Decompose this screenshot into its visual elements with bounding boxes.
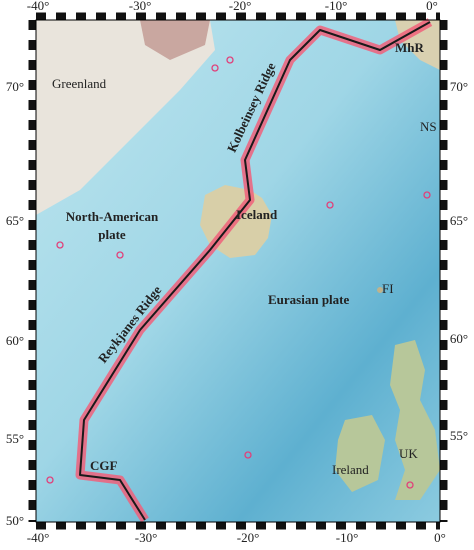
tick-label: -30° (129, 0, 152, 13)
plate-label: Eurasian plate (268, 292, 349, 307)
tick-label: 55° (450, 428, 468, 443)
uk-land (390, 340, 440, 500)
tick-label: -10° (325, 0, 348, 13)
place-label: Greenland (52, 76, 107, 91)
tick-label: -20° (229, 0, 252, 13)
faroe-land (377, 287, 383, 293)
feature-label: MhR (395, 40, 425, 55)
tick-label: -40° (27, 530, 50, 545)
plate-label: North-American (66, 209, 159, 224)
epicenters (46, 56, 431, 489)
frame-checker (28, 12, 448, 530)
greenland-highland (140, 20, 210, 60)
tick-label: 65° (6, 213, 24, 228)
tick-label: 0° (434, 530, 446, 545)
greenland-land (36, 20, 215, 215)
place-label: UK (399, 446, 418, 461)
tick-label: 60° (6, 333, 24, 348)
plate-label: plate (98, 227, 126, 242)
tick-label: -30° (135, 530, 158, 545)
plate-boundary (79, 21, 431, 521)
place-label: Iceland (236, 207, 278, 222)
tick-label: 0° (426, 0, 438, 13)
feature-label: NS (420, 119, 437, 134)
tick-label: 70° (450, 79, 468, 94)
tick-label: -10° (336, 530, 359, 545)
ireland-land (335, 415, 385, 492)
tick-label: 70° (6, 79, 24, 94)
feature-label: CGF (90, 458, 118, 473)
tick-label: 55° (6, 431, 24, 446)
tick-label: -40° (27, 0, 50, 13)
tick-label: -20° (237, 530, 260, 545)
frame (35, 19, 441, 523)
place-label: Ireland (332, 462, 369, 477)
tick-label: 60° (450, 331, 468, 346)
place-label: FI (382, 281, 394, 296)
tick-label: 50° (6, 513, 24, 528)
tick-label: 65° (450, 213, 468, 228)
